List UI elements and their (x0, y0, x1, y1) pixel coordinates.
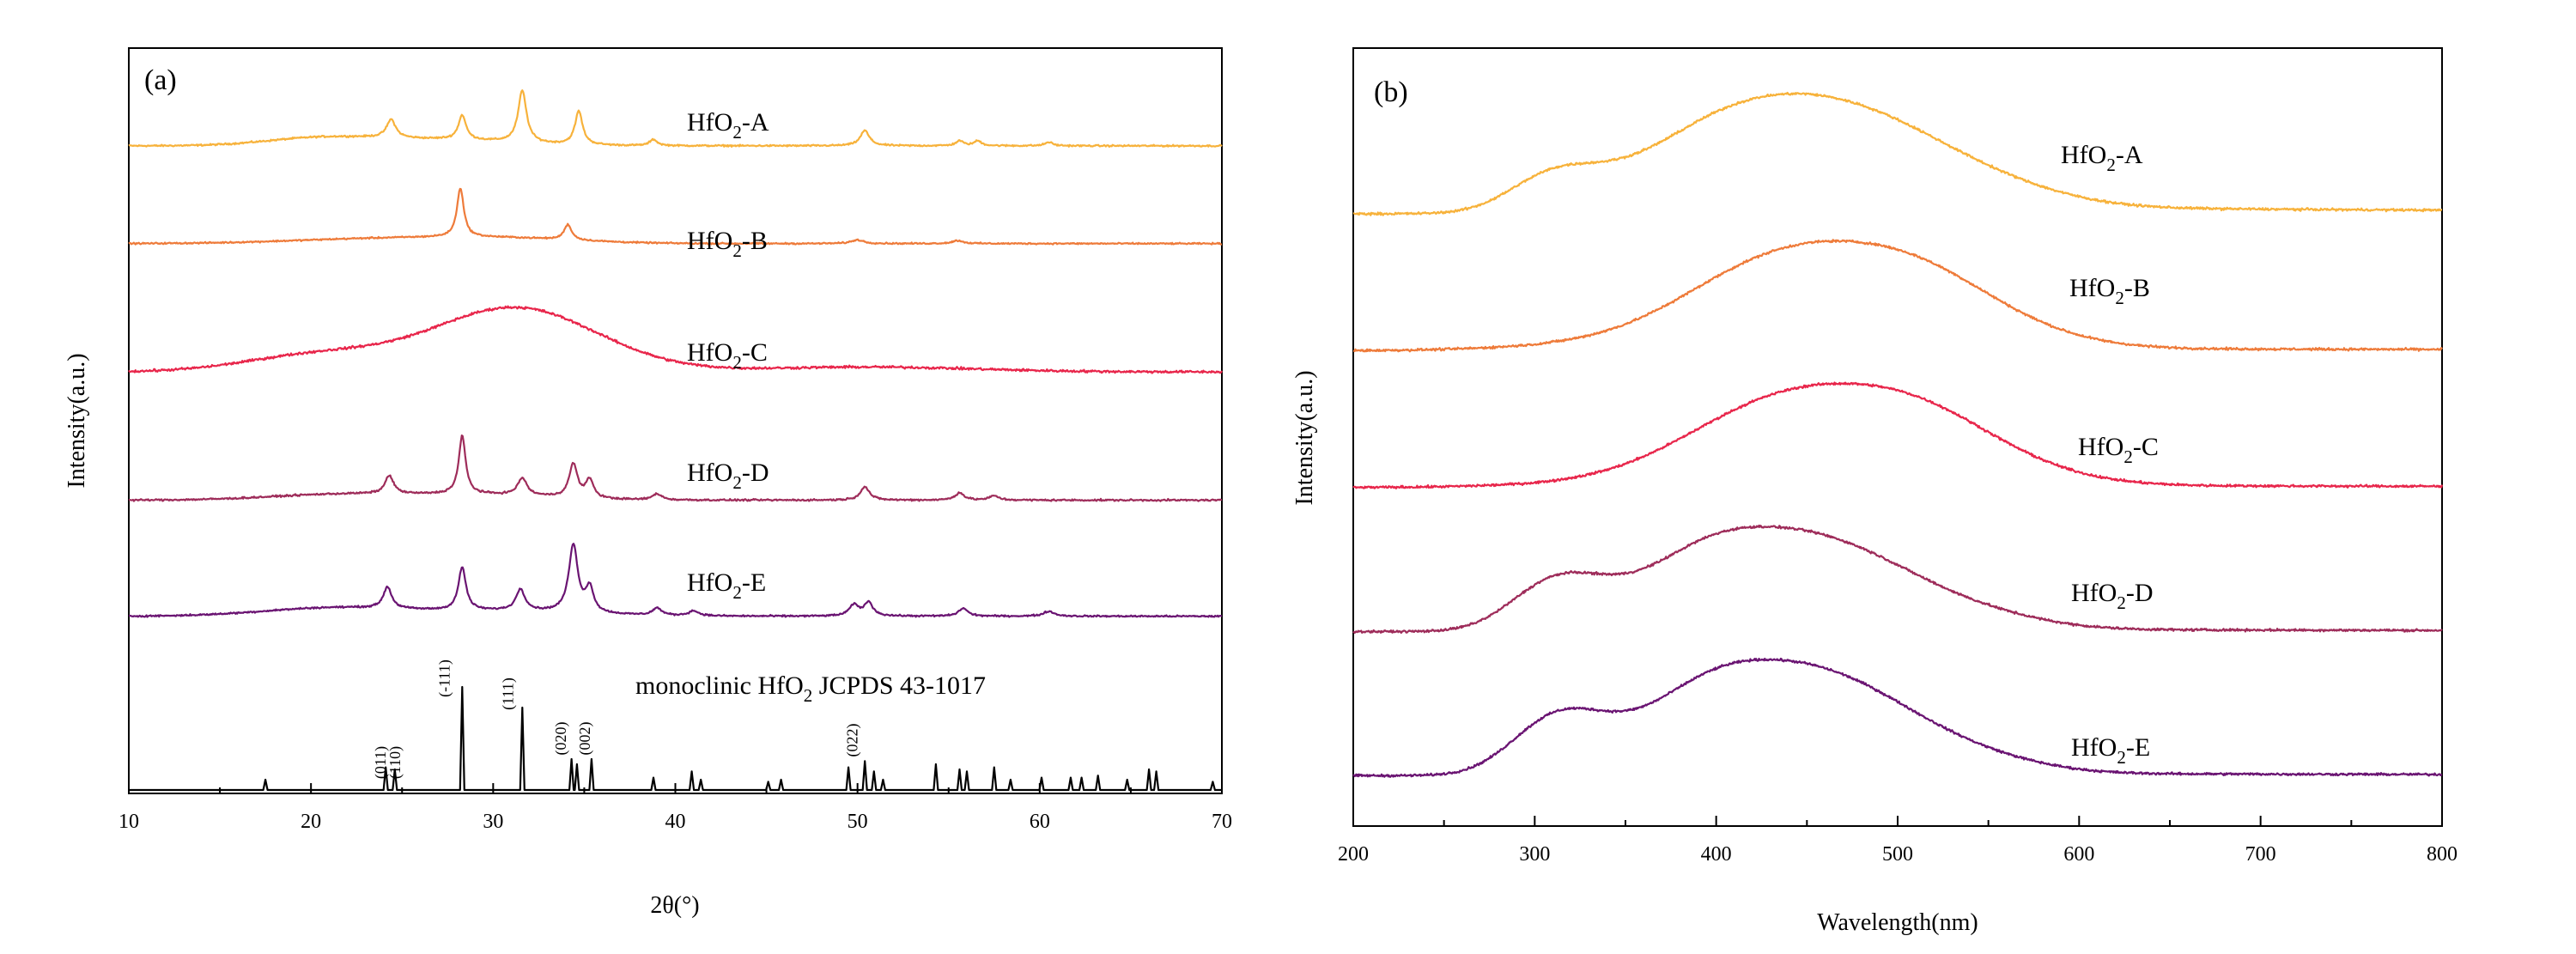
xrd-trace-a (128, 89, 1223, 148)
series-label: HfO2-A (687, 108, 769, 143)
hkl-label: (022) (844, 724, 862, 757)
series-label: HfO2-D (687, 459, 769, 493)
x-tick-label: 800 (2427, 843, 2458, 866)
series-label: HfO2-B (2069, 274, 2150, 308)
x-tick-label: 20 (301, 811, 321, 833)
panel-b-x-ticks (1352, 816, 2443, 826)
pl-trace-a (1352, 91, 2443, 216)
panel-b-x-tick-labels: 200 300 400 500 600 700 800 (1338, 843, 2458, 866)
panel-a-traces (128, 89, 1223, 618)
hkl-label: (020) (552, 722, 570, 756)
x-tick-label: 50 (848, 811, 868, 833)
panel-a-x-axis-title: 2θ(°) (650, 892, 699, 919)
hkl-label: (002) (576, 722, 594, 756)
x-tick-label: 700 (2245, 843, 2276, 866)
x-tick-label: 200 (1338, 843, 1369, 866)
series-label: HfO2-C (687, 338, 768, 373)
hkl-label: (110) (386, 746, 404, 779)
x-tick-label: 400 (1701, 843, 1732, 866)
panel-a-reference: monoclinic HfO2 JCPDS 43-1017 (129, 671, 1222, 792)
panel-b-traces (1352, 91, 2444, 778)
series-label: HfO2-E (2071, 733, 2150, 768)
xrd-trace-c (128, 305, 1223, 374)
x-tick-label: 70 (1212, 811, 1232, 833)
panel-b-pl: 200 300 400 500 600 700 800 HfO2-A HfO2-B HfO2-C… (1291, 47, 2458, 936)
hkl-label: (-111) (435, 659, 453, 697)
pl-trace-d (1352, 524, 2443, 635)
hkl-label: (111) (500, 678, 518, 710)
hkl-label: (011) (372, 746, 390, 779)
xrd-trace-b (128, 187, 1223, 246)
panel-b-label: (b) (1374, 76, 1408, 108)
x-tick-label: 60 (1030, 811, 1050, 833)
pl-trace-b (1352, 239, 2443, 353)
reference-label: monoclinic HfO2 JCPDS 43-1017 (635, 671, 986, 706)
series-label: HfO2-B (687, 227, 768, 261)
pl-trace-c (1352, 381, 2444, 489)
series-label: HfO2-D (2071, 579, 2153, 613)
panel-a-x-tick-labels: 10 20 30 40 50 60 70 (118, 811, 1232, 833)
panel-a-hkl-labels: (011)(110) (-111) (111) (020) (002) (022) (372, 659, 862, 779)
x-tick-label: 300 (1519, 843, 1550, 866)
x-tick-label: 500 (1882, 843, 1913, 866)
reference-pattern (129, 685, 1222, 792)
x-tick-label: 600 (2063, 843, 2094, 866)
panel-a-series-labels: HfO2-A HfO2-B HfO2-C HfO2-D HfO2-E (687, 108, 769, 603)
x-tick-label: 30 (483, 811, 503, 833)
panel-b-x-axis-title: Wavelength(nm) (1817, 909, 1978, 936)
x-tick-label: 10 (118, 811, 139, 833)
series-label: HfO2-C (2078, 433, 2159, 467)
pl-trace-e (1352, 657, 2443, 778)
panel-b-y-axis-title: Intensity(a.u.) (1291, 370, 1318, 505)
x-tick-label: 40 (665, 811, 686, 833)
panel-a-label: (a) (144, 64, 177, 96)
panel-a-y-axis-title: Intensity(a.u.) (64, 353, 90, 488)
panel-b-series-labels: HfO2-A HfO2-B HfO2-C HfO2-D HfO2-E (2061, 141, 2159, 768)
xrd-trace-d (128, 434, 1223, 502)
series-label: HfO2-A (2061, 141, 2143, 175)
panel-a-xrd: 10 20 30 40 50 60 70 monoclinic HfO2 JCPDS 43-… (64, 47, 1232, 919)
xrd-trace-e (128, 543, 1223, 618)
series-label: HfO2-E (687, 568, 766, 603)
